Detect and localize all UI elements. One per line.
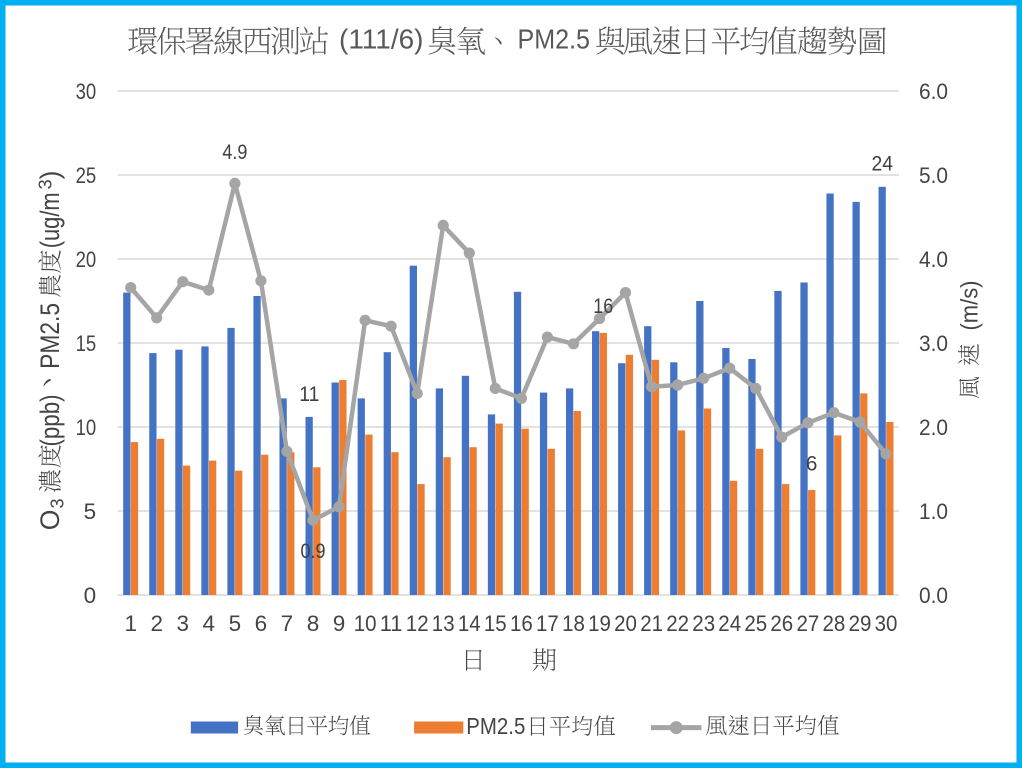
svg-text:4.0: 4.0	[919, 247, 948, 272]
svg-text:2.0: 2.0	[919, 415, 948, 440]
svg-text:22: 22	[666, 611, 689, 636]
svg-text:3: 3	[36, 179, 56, 189]
svg-text:5.0: 5.0	[919, 163, 948, 188]
svg-text:24: 24	[718, 611, 741, 636]
svg-text:5: 5	[84, 499, 97, 524]
svg-text:6: 6	[255, 611, 268, 636]
svg-text:(ppb): (ppb)	[35, 395, 65, 447]
svg-text:4: 4	[203, 611, 216, 636]
svg-text:16: 16	[593, 295, 613, 318]
svg-text:3: 3	[177, 611, 190, 636]
svg-text:(ug/m: (ug/m	[35, 192, 65, 248]
svg-text:3.0: 3.0	[919, 331, 948, 356]
svg-text:3: 3	[48, 498, 68, 508]
svg-text:20: 20	[614, 611, 637, 636]
svg-text:10: 10	[76, 415, 97, 440]
svg-text:1.0: 1.0	[919, 499, 948, 524]
svg-text:26: 26	[770, 611, 793, 636]
svg-text:O: O	[35, 510, 65, 531]
svg-text:24: 24	[872, 153, 894, 176]
svg-text:2: 2	[150, 611, 163, 636]
svg-text:4.9: 4.9	[222, 141, 247, 164]
svg-text:): )	[35, 170, 65, 179]
svg-text:PM2.5: PM2.5	[466, 713, 525, 739]
svg-text:(111/6): (111/6)	[339, 24, 424, 55]
svg-text:7: 7	[281, 611, 294, 636]
svg-text:0.0: 0.0	[919, 583, 948, 608]
svg-text:29: 29	[849, 611, 872, 636]
svg-text:6.0: 6.0	[919, 79, 948, 104]
svg-text:PM2.5: PM2.5	[518, 24, 591, 55]
svg-text:16: 16	[510, 611, 533, 636]
svg-text:19: 19	[588, 611, 611, 636]
svg-text:1: 1	[124, 611, 137, 636]
svg-text:18: 18	[562, 611, 585, 636]
svg-text:21: 21	[640, 611, 663, 636]
svg-text:0.9: 0.9	[301, 540, 326, 563]
svg-text:12: 12	[406, 611, 429, 636]
svg-text:13: 13	[432, 611, 455, 636]
svg-text:23: 23	[692, 611, 715, 636]
svg-text:6: 6	[806, 452, 818, 475]
svg-text:30: 30	[76, 79, 97, 104]
svg-text:28: 28	[823, 611, 846, 636]
svg-text:9: 9	[333, 611, 346, 636]
svg-text:11: 11	[380, 611, 403, 636]
svg-text:0: 0	[84, 583, 97, 608]
svg-text:15: 15	[484, 611, 507, 636]
svg-text:14: 14	[458, 611, 481, 636]
svg-text:15: 15	[76, 331, 97, 356]
svg-text:11: 11	[299, 383, 319, 406]
svg-text:8: 8	[307, 611, 320, 636]
svg-text:5: 5	[229, 611, 242, 636]
svg-text:20: 20	[76, 247, 97, 272]
svg-text:17: 17	[536, 611, 559, 636]
svg-text:10: 10	[354, 611, 377, 636]
svg-text:27: 27	[797, 611, 820, 636]
svg-text:(m/s): (m/s)	[957, 281, 984, 331]
svg-text:25: 25	[76, 163, 97, 188]
svg-text:PM2.5: PM2.5	[35, 303, 65, 369]
svg-text:25: 25	[744, 611, 767, 636]
svg-text:30: 30	[875, 611, 898, 636]
